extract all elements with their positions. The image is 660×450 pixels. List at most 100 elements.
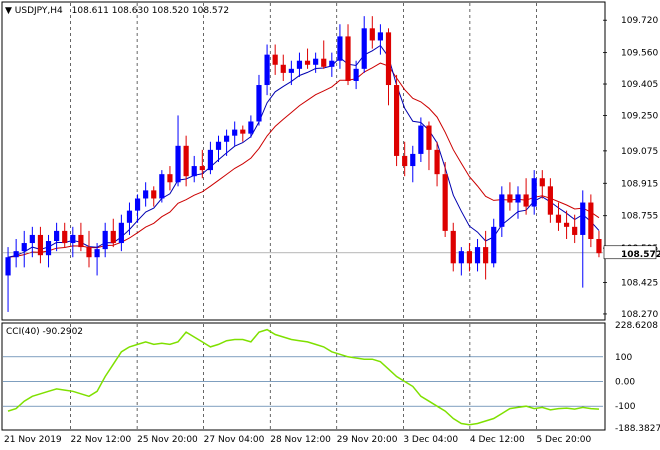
candle-body	[321, 58, 327, 67]
candle-body	[134, 198, 141, 211]
candle-body	[54, 230, 60, 242]
chart-header: ▼ USDJPY,H4 108.611 108.630 108.520 108.…	[5, 6, 229, 16]
candle-body	[369, 28, 375, 41]
y-tick-label: 109.720	[621, 16, 658, 26]
candle-body	[515, 194, 521, 203]
y-tick-label: 108.270	[621, 310, 658, 320]
candle-body	[483, 247, 489, 264]
x-tick-label: 25 Nov 20:00	[137, 435, 198, 445]
axis-layer: 21 Nov 2019 22 Nov 12:00 25 Nov 20:00 27 No…	[4, 16, 660, 445]
candle-body	[143, 190, 149, 199]
current-price-label: 108.572	[621, 250, 660, 260]
cci-y-tick-label: -100	[615, 402, 636, 412]
candle-body	[434, 149, 440, 175]
candle-body	[580, 202, 586, 235]
y-tick-label: 109.250	[621, 111, 658, 121]
candle-body	[466, 251, 473, 264]
candle-body	[151, 190, 157, 199]
candle-body	[539, 178, 545, 187]
y-tick-label: 109.075	[621, 147, 658, 157]
candle-body	[126, 210, 133, 223]
candle-body	[458, 251, 464, 264]
main-chart-frame	[1, 1, 606, 321]
grid-layer	[3, 3, 603, 429]
triangle-down-icon: ▼	[5, 6, 12, 16]
candle-body	[191, 166, 197, 177]
x-tick-label: 5 Dec 20:00	[536, 435, 591, 445]
candle-body	[215, 141, 222, 150]
x-tick-label: 22 Nov 12:00	[71, 435, 132, 445]
candle-body	[110, 230, 116, 244]
candle-body	[78, 234, 84, 248]
candle-body	[572, 226, 578, 235]
candle-body	[21, 243, 27, 252]
x-tick-label: 4 Dec 12:00	[470, 435, 525, 445]
candle-body	[86, 247, 92, 258]
x-tick-label: 21 Nov 2019	[4, 435, 62, 445]
candle-body	[13, 251, 19, 258]
candle-body	[442, 174, 448, 231]
x-tick-label: 29 Nov 20:00	[337, 435, 398, 445]
y-tick-label: 108.915	[621, 179, 658, 189]
candle-body	[345, 36, 351, 81]
candle-body	[272, 54, 278, 65]
cci-panel-frame	[1, 322, 606, 431]
candle-body	[167, 174, 173, 183]
candle-body	[45, 241, 52, 256]
candle-body	[313, 58, 319, 65]
cci-layer	[7, 328, 600, 426]
cci-y-tick-label: 100	[615, 353, 632, 363]
ohlc-values: 108.611 108.630 108.520 108.572	[72, 6, 229, 16]
candle-body	[248, 121, 254, 134]
symbol-label: USDJPY,H4	[15, 6, 63, 16]
candle-body	[183, 145, 189, 177]
candle-body	[37, 234, 44, 256]
y-tick-label: 109.560	[621, 49, 658, 59]
candle-body	[304, 60, 311, 65]
candle-body	[563, 222, 570, 227]
candle-body	[507, 194, 513, 203]
candle-body	[240, 129, 246, 134]
candle-body	[5, 257, 11, 276]
candle-body	[224, 135, 230, 142]
candle-body	[29, 234, 35, 244]
candle-body	[62, 230, 68, 244]
candle-body	[353, 68, 359, 81]
candle-body	[232, 129, 238, 136]
candle-body	[199, 166, 205, 171]
y-tick-label: 108.755	[621, 212, 658, 222]
candle-body	[402, 155, 408, 167]
candle-body	[337, 36, 343, 61]
candle-body	[555, 214, 562, 223]
candle-body	[361, 28, 367, 69]
candle-body	[531, 178, 537, 207]
candle-body	[393, 85, 400, 156]
current-price-box	[603, 245, 657, 260]
candle-body	[523, 194, 529, 207]
candle-body	[329, 60, 335, 67]
x-tick-label: 3 Dec 04:00	[403, 435, 458, 445]
candle-body	[207, 149, 214, 171]
candle-body	[296, 60, 303, 69]
candle-body	[450, 230, 456, 264]
candle-body	[410, 153, 416, 167]
candle-body	[102, 230, 108, 250]
candle-body	[94, 249, 100, 258]
candle-body	[70, 234, 76, 244]
candle-body	[288, 68, 294, 73]
candle-body	[596, 238, 602, 254]
y-tick-label: 109.405	[621, 80, 658, 90]
candle-body	[588, 202, 594, 239]
cci-y-tick-label: 0.00	[615, 377, 635, 387]
cci-label: CCI(40) -90.2902	[6, 327, 83, 337]
candle-body	[118, 222, 124, 244]
candle-body	[159, 174, 165, 199]
x-tick-label: 28 Nov 12:00	[270, 435, 331, 445]
candle-body	[280, 64, 286, 73]
candle-body	[547, 186, 553, 215]
candle-body	[377, 32, 383, 41]
cci-line	[7, 328, 600, 426]
candle-body	[175, 145, 181, 183]
candle-body	[474, 247, 481, 264]
